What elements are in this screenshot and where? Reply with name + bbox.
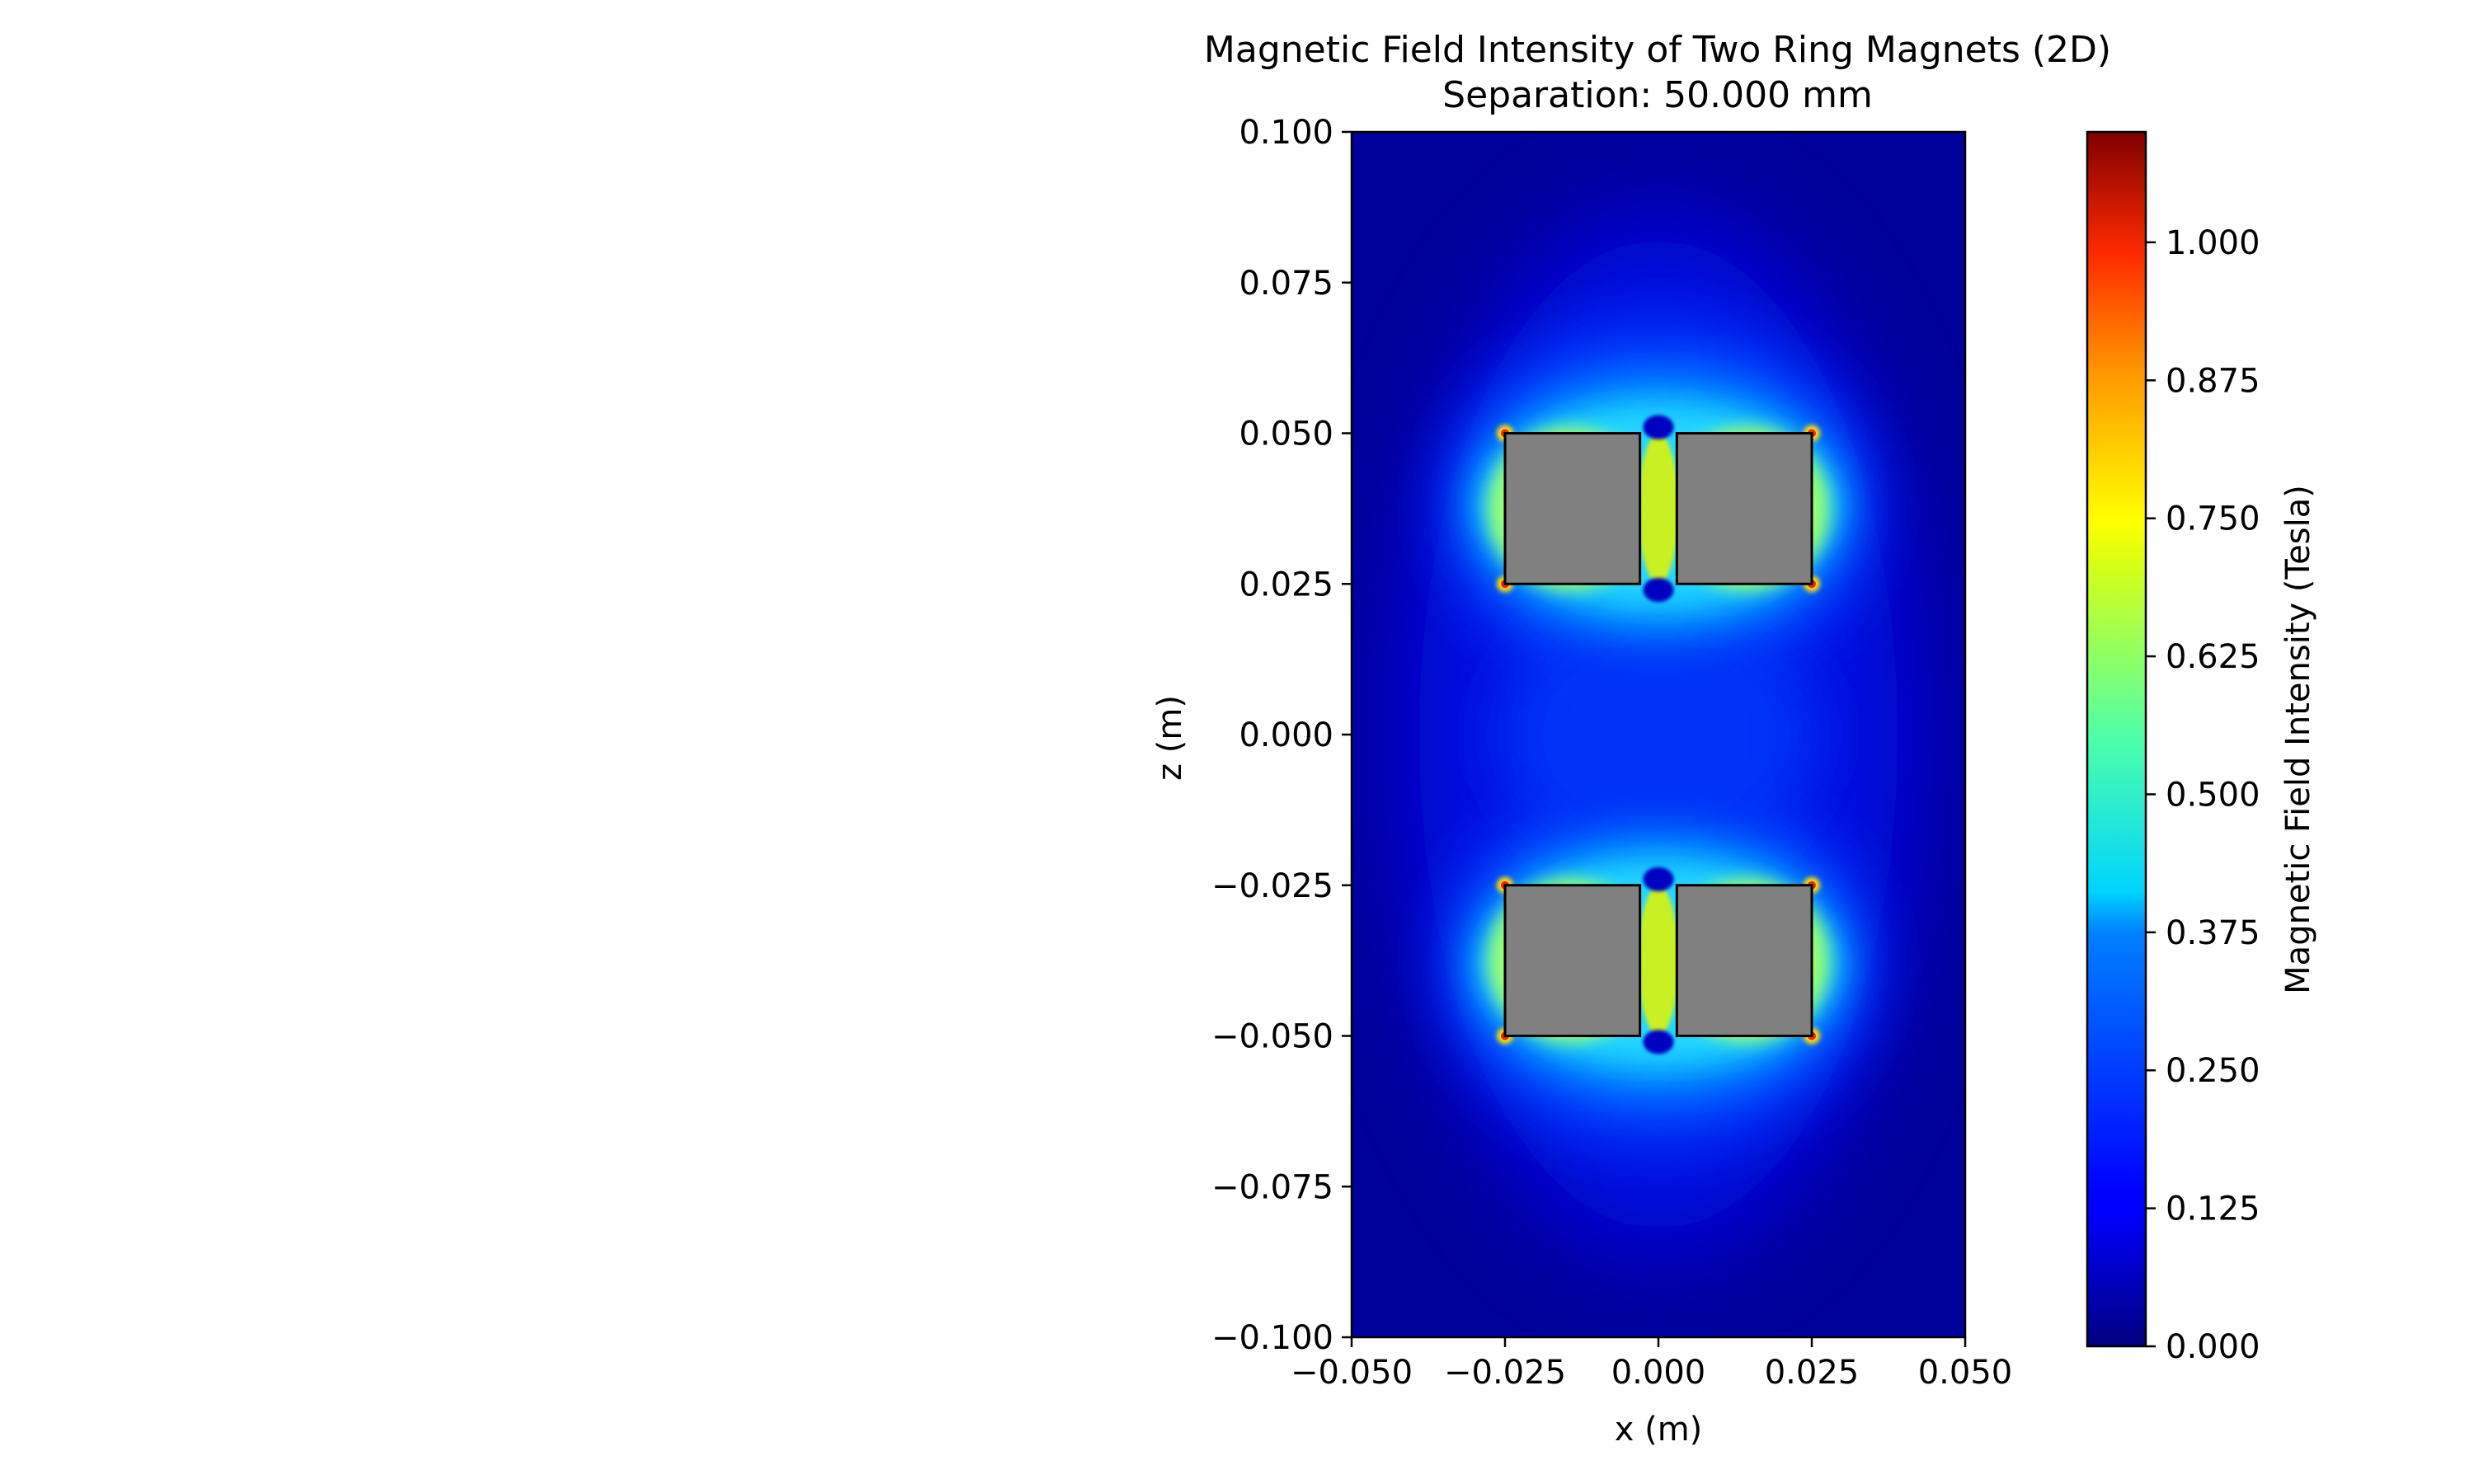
colorbar-ticks: 0.000 0.125 0.250 0.375 0.500 0.625 0.750 0.875… bbox=[2146, 224, 2260, 1366]
y-tick-label: −0.100 bbox=[1211, 1319, 1333, 1357]
colorbar-tick-label: 0.375 bbox=[2166, 914, 2260, 952]
y-tick-label: 0.100 bbox=[1239, 114, 1333, 152]
magnet-cross-section bbox=[1503, 884, 1642, 1037]
x-tick-label: −0.025 bbox=[1444, 1354, 1566, 1392]
magnet-cross-section bbox=[1675, 432, 1813, 585]
y-tick-label: 0.050 bbox=[1239, 416, 1333, 453]
x-axis: −0.050 −0.025 0.000 0.025 0.050 bbox=[1291, 1337, 2012, 1392]
magnet-cross-sections bbox=[1503, 432, 1813, 1037]
field-intensity-contours bbox=[1370, 180, 1947, 1289]
y-tick-label: 0.075 bbox=[1239, 265, 1333, 303]
colorbar-tick-label: 1.000 bbox=[2166, 224, 2260, 262]
chart-subtitle: Separation: 50.000 mm bbox=[1442, 74, 1873, 116]
colorbar-gradient bbox=[2086, 130, 2147, 1348]
colorbar-tick-label: 0.250 bbox=[2166, 1052, 2260, 1090]
x-tick-label: 0.000 bbox=[1611, 1354, 1706, 1392]
colorbar-tick-label: 0.750 bbox=[2166, 500, 2260, 538]
field-region bbox=[1643, 1030, 1674, 1054]
x-tick-label: 0.050 bbox=[1918, 1354, 2013, 1392]
y-axis: 0.100 0.075 0.050 0.025 0.000 −0.025 −0.050 −0.… bbox=[1211, 114, 1352, 1357]
y-tick-label: 0.000 bbox=[1239, 716, 1333, 754]
x-tick-label: 0.025 bbox=[1765, 1354, 1860, 1392]
y-axis-label: z (m) bbox=[1151, 695, 1189, 781]
colorbar-tick-label: 0.000 bbox=[2166, 1328, 2260, 1366]
y-tick-label: −0.050 bbox=[1211, 1018, 1333, 1056]
chart-title: Magnetic Field Intensity of Two Ring Mag… bbox=[1204, 29, 2111, 71]
colorbar-tick-label: 0.125 bbox=[2166, 1190, 2260, 1228]
field-region bbox=[1643, 866, 1674, 892]
colorbar-label: Magnetic Field Intensity (Tesla) bbox=[2279, 485, 2317, 994]
field-region bbox=[1643, 577, 1674, 603]
x-tick-label: −0.050 bbox=[1291, 1354, 1413, 1392]
field-region bbox=[1498, 602, 1818, 867]
colorbar-tick-label: 0.500 bbox=[2166, 776, 2260, 814]
x-axis-label: x (m) bbox=[1615, 1411, 1703, 1449]
magnet-cross-section bbox=[1503, 432, 1642, 585]
colorbar-tick-label: 0.625 bbox=[2166, 638, 2260, 676]
y-tick-label: −0.025 bbox=[1211, 867, 1333, 905]
colorbar: 0.000 0.125 0.250 0.375 0.500 0.625 0.750 0.875… bbox=[2086, 130, 2317, 1366]
y-tick-label: −0.075 bbox=[1211, 1168, 1333, 1206]
plot-area bbox=[1352, 132, 1965, 1337]
field-region bbox=[1643, 415, 1674, 439]
colorbar-tick-label: 0.875 bbox=[2166, 362, 2260, 400]
field-region bbox=[1639, 885, 1678, 1036]
y-tick-label: 0.025 bbox=[1239, 566, 1333, 603]
field-region bbox=[1639, 433, 1678, 585]
magnet-cross-section bbox=[1675, 884, 1813, 1037]
